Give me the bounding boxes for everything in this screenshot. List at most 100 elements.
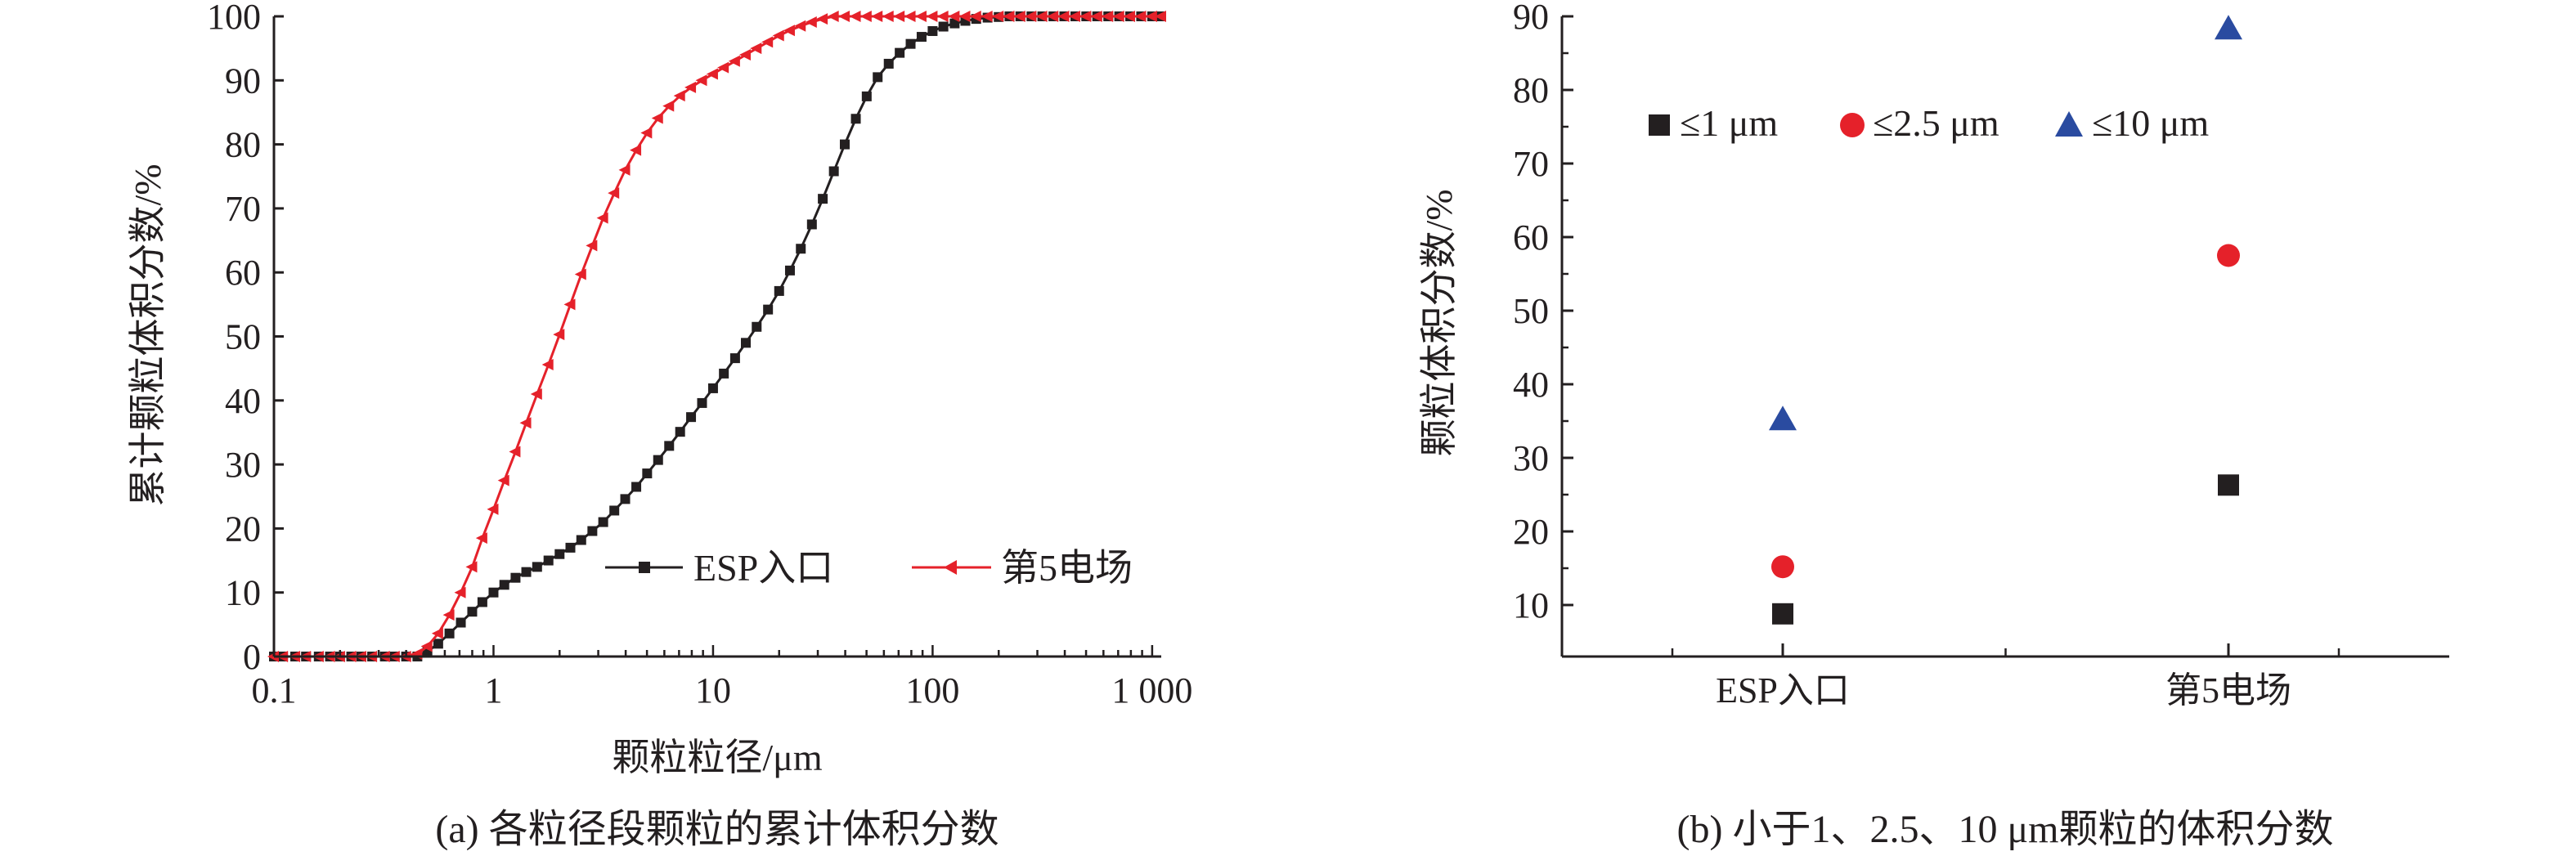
panel-a-point <box>475 532 487 545</box>
panel-a-point <box>487 503 499 515</box>
panel-a-point <box>541 358 554 370</box>
panel-a-point <box>521 567 532 577</box>
panel-b-y-ticks: 10 20 30 40 50 60 70 80 90 <box>1513 0 1573 625</box>
panel-b-point-square <box>2218 474 2239 496</box>
panel-a-point <box>695 74 707 87</box>
legend-item-le-1um: ≤1 μm <box>1649 102 1778 144</box>
panel-a-point <box>686 412 697 423</box>
panel-b-y-tick-label: 70 <box>1513 144 1549 184</box>
panel-a-point <box>543 555 554 566</box>
panel-a-point <box>497 474 509 486</box>
panel-b-y-tick-label: 10 <box>1513 585 1549 625</box>
panel-a-point <box>673 90 685 102</box>
panel-a-y-tick-label: 80 <box>225 125 261 165</box>
panel-a-point <box>895 47 905 58</box>
panel-a-point <box>456 617 466 628</box>
panel-a-point <box>1047 11 1059 22</box>
panel-a-point <box>631 482 642 492</box>
panel-a-point <box>707 383 718 393</box>
panel-a-point <box>565 542 576 553</box>
legend-label-5th-field: 第5电场 <box>1001 547 1133 589</box>
panel-b-scatter-chart: ESP入口 第5电场 10 20 30 40 50 60 70 80 90 颗粒体积分数/% ≤1… <box>1418 0 2449 851</box>
panel-a-x-tick-label: 100 <box>905 670 959 710</box>
panel-a-point <box>958 11 971 22</box>
panel-b-y-tick-label: 60 <box>1513 217 1549 258</box>
panel-b-y-tick-label: 20 <box>1513 512 1549 552</box>
panel-a-point <box>728 55 740 67</box>
panel-a-point <box>916 32 927 43</box>
panel-a-point <box>926 11 938 22</box>
panel-a-point <box>664 441 675 451</box>
panel-a-point <box>873 72 883 83</box>
panel-b-y-tick-label: 90 <box>1513 0 1549 37</box>
panel-a-point <box>433 639 443 649</box>
panel-a-point <box>532 562 542 572</box>
panel-a-point <box>1057 11 1070 22</box>
panel-a-point <box>796 244 806 254</box>
panel-a-y-tick-label: 50 <box>225 317 261 357</box>
panel-a-point <box>596 212 608 224</box>
panel-a-point <box>981 11 993 22</box>
panel-a-point <box>719 368 729 379</box>
panel-a-point <box>431 627 443 639</box>
panel-a-x-ticks: 0.1 1 10 100 1 000 <box>252 645 1192 710</box>
panel-a-point <box>477 597 487 607</box>
legend-label-le-10um: ≤10 μm <box>2092 102 2209 144</box>
panel-a-point <box>948 11 960 22</box>
panel-a-point <box>750 43 762 55</box>
panel-a-x-axis-title: 颗粒粒径/μm <box>612 737 822 778</box>
panel-b-point-square <box>1772 603 1793 625</box>
panel-a-point <box>717 61 729 74</box>
panel-a-point <box>837 11 850 22</box>
panel-a-point <box>598 517 608 527</box>
panel-a-point <box>1155 11 1166 22</box>
legend-item-le-10um: ≤10 μm <box>2055 102 2209 144</box>
panel-a-point <box>850 114 861 124</box>
legend-label-esp-inlet: ESP入口 <box>693 547 833 589</box>
panel-a-point <box>861 91 872 101</box>
panel-a-point <box>618 164 631 176</box>
panel-a-x-tick-label: 1 <box>484 670 502 710</box>
panel-b-y-tick-label: 30 <box>1513 438 1549 478</box>
panel-a-point <box>828 166 839 177</box>
panel-a-point <box>697 397 707 408</box>
panel-a-y-tick-label: 100 <box>207 0 261 37</box>
panel-a-y-tick-label: 30 <box>225 445 261 485</box>
panel-b-y-tick-label: 40 <box>1513 365 1549 405</box>
panel-a-point <box>684 81 697 93</box>
panel-a-point <box>772 29 784 42</box>
panel-a-point <box>530 388 542 400</box>
panel-b-x-tick-label: ESP入口 <box>1716 670 1850 710</box>
panel-a-point <box>467 607 478 617</box>
panel-a-y-tick-label: 90 <box>225 61 261 101</box>
panel-a-point <box>904 11 916 22</box>
panel-a-point <box>763 304 774 315</box>
panel-a-point <box>444 628 455 639</box>
panel-a-point <box>752 321 762 332</box>
panel-a-point <box>576 535 586 545</box>
panel-a-caption: (a) 各粒径段颗粒的累计体积分数 <box>435 808 999 851</box>
panel-a-point <box>554 549 565 559</box>
panel-a-point <box>1102 11 1114 22</box>
panel-a-point <box>882 11 894 22</box>
panel-a-point <box>563 298 576 311</box>
panel-a-point <box>883 58 894 69</box>
panel-a-point <box>1123 11 1135 22</box>
panel-a-point <box>675 427 685 437</box>
panel-a-point <box>816 13 828 25</box>
panel-b-y-tick-label: 80 <box>1513 70 1549 110</box>
panel-a-point <box>927 26 938 37</box>
panel-a-point <box>420 640 433 652</box>
panel-a-point <box>519 417 532 429</box>
panel-a-y-tick-label: 60 <box>225 253 261 293</box>
panel-b-legend: ≤1 μm ≤2.5 μm ≤10 μm <box>1649 102 2209 144</box>
panel-a-point <box>574 268 586 280</box>
panel-b-x-ticks: ESP入口 第5电场 <box>1671 643 2340 710</box>
panel-a-point <box>465 561 478 573</box>
panel-a-point <box>442 609 455 621</box>
panel-a-point <box>653 455 663 465</box>
panel-a-point <box>949 18 960 29</box>
panel-a-point <box>586 240 598 252</box>
